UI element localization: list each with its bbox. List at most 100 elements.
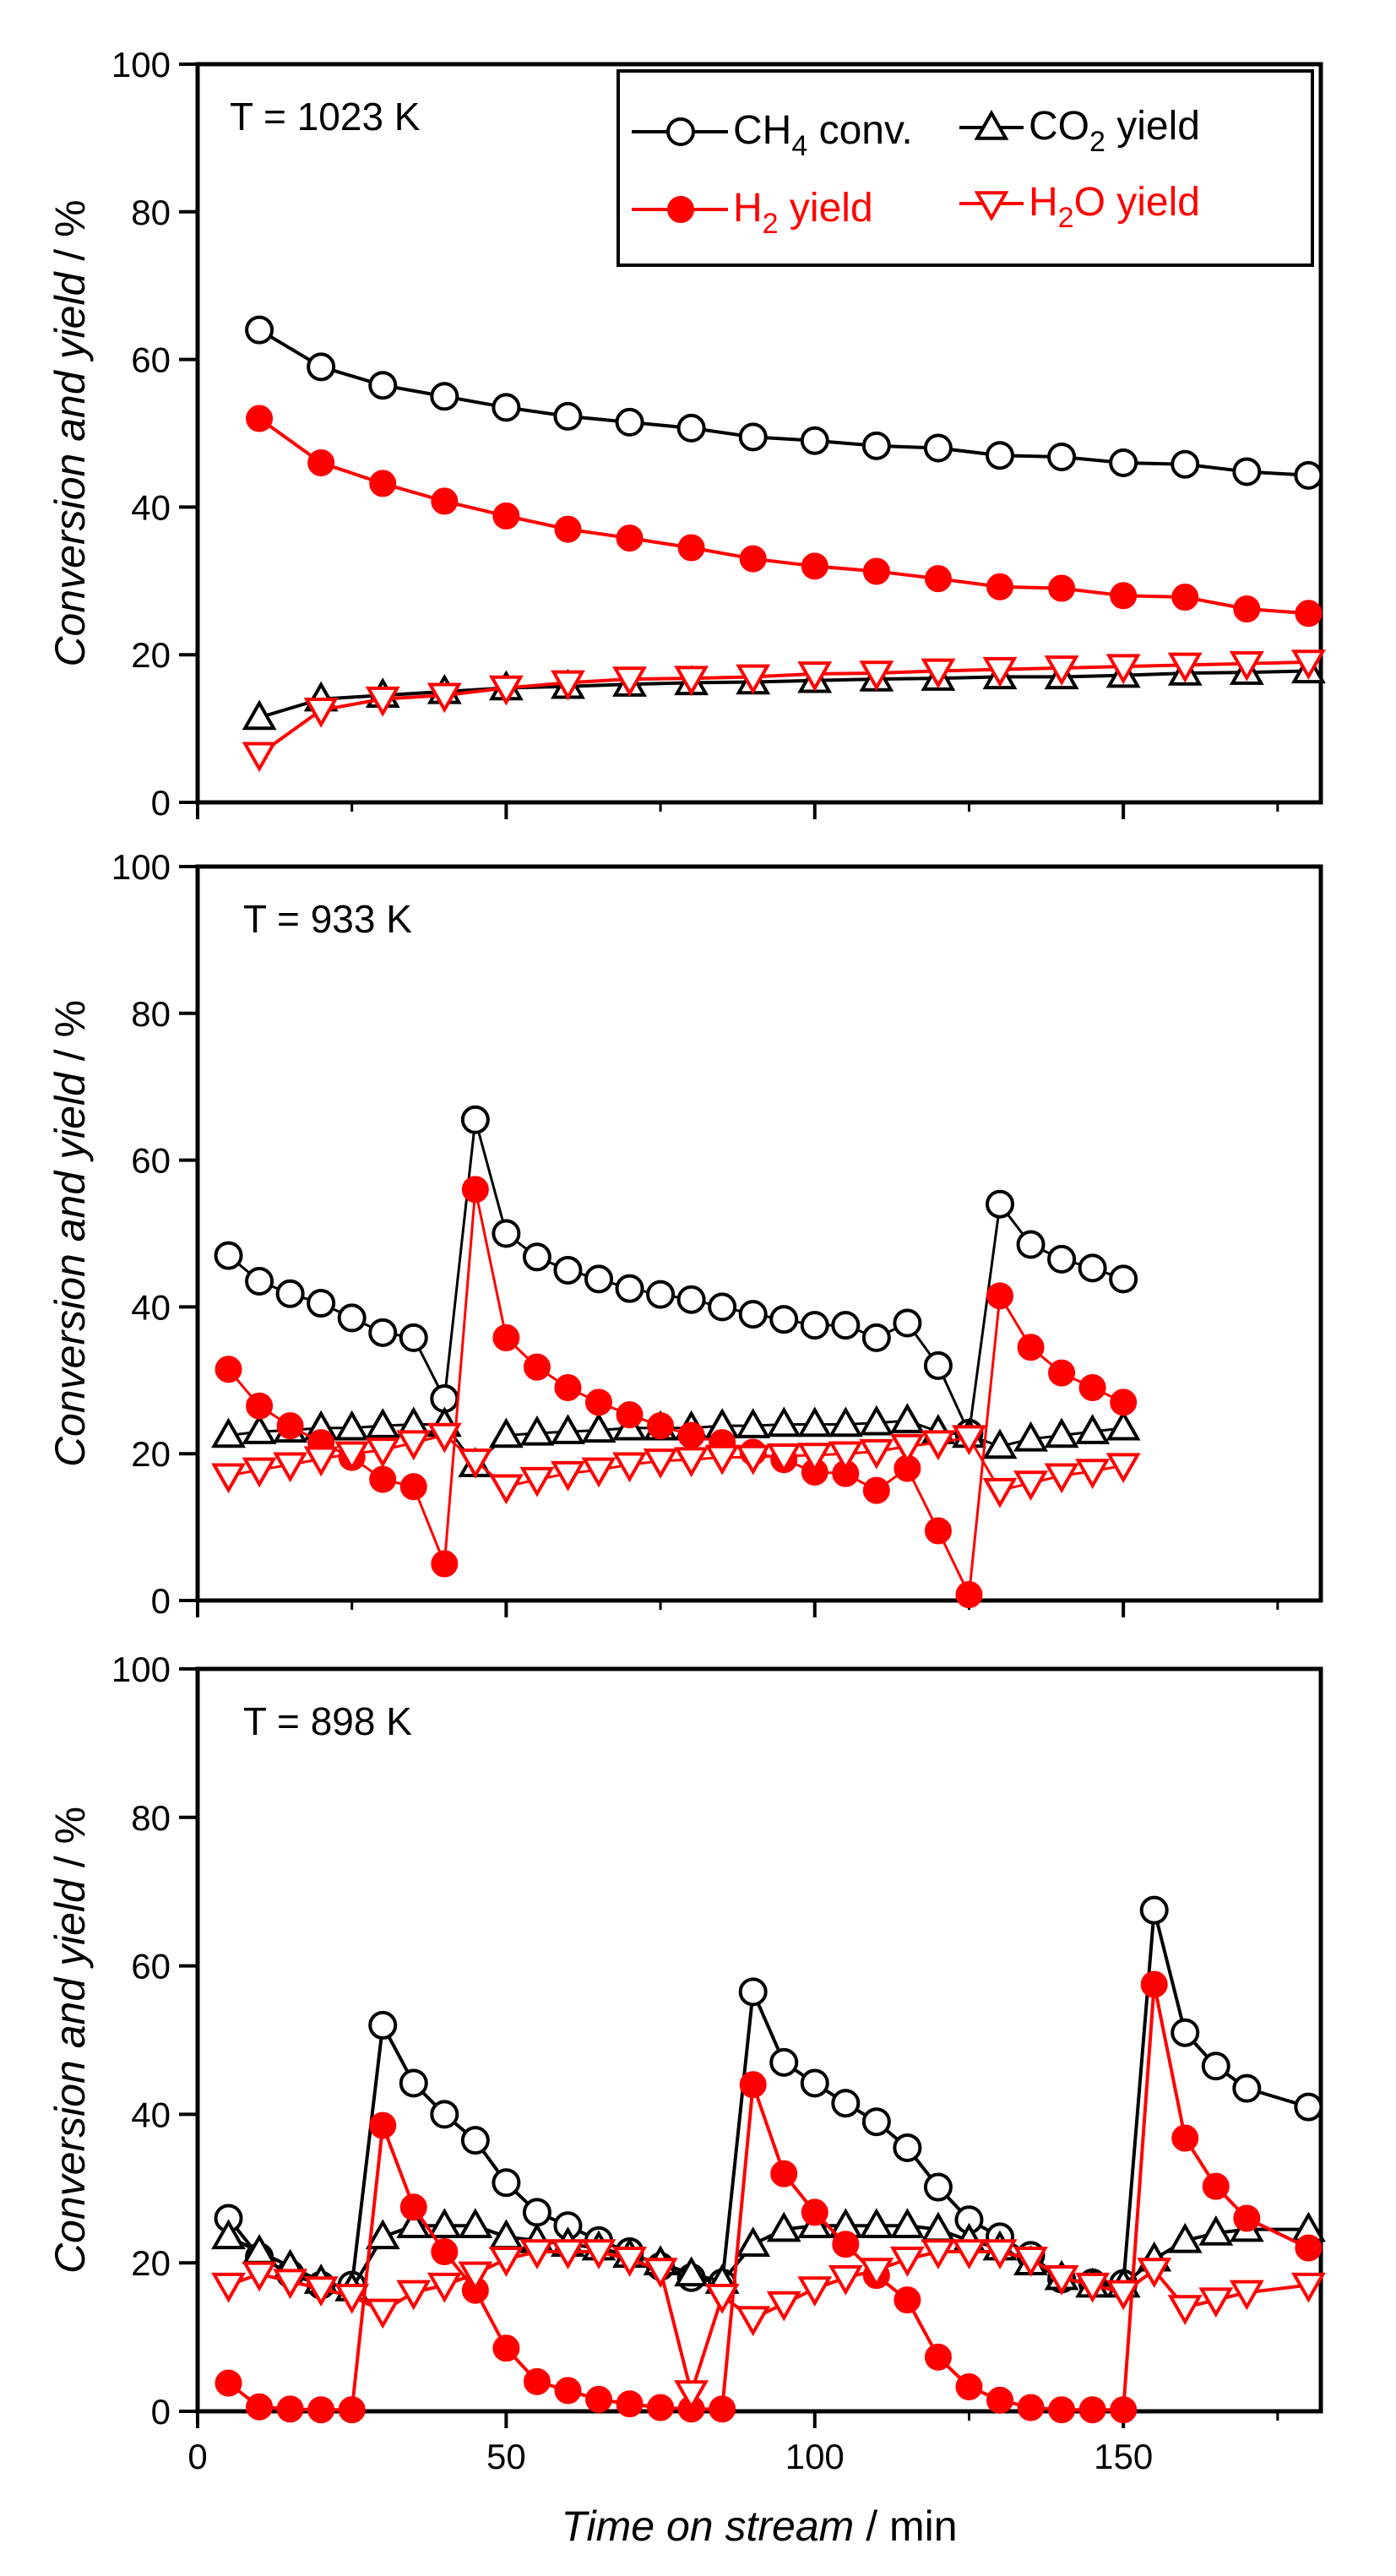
panel-temperature: T = 933 K [243, 897, 412, 941]
data-point [431, 2238, 459, 2266]
data-point [647, 1412, 675, 1440]
y-axis-title-unit: / % [46, 199, 94, 272]
data-point [1109, 1264, 1138, 1294]
data-point [211, 1463, 246, 1494]
data-point [1167, 2295, 1203, 2325]
data-point [276, 2395, 304, 2423]
data-point [612, 666, 647, 698]
data-point [1044, 1463, 1079, 1494]
data-point [1109, 448, 1138, 477]
data-point [273, 2269, 308, 2300]
data-point [584, 1264, 613, 1294]
data-point [553, 1255, 583, 1285]
data-point [488, 2247, 524, 2277]
series-h2o-yield [242, 649, 1326, 773]
data-point [766, 1443, 801, 1474]
data-point [800, 2068, 829, 2098]
data-point [643, 2258, 678, 2289]
data-point [396, 1430, 432, 1461]
data-point [581, 1412, 617, 1443]
data-point [1105, 654, 1141, 685]
x-tick-label: 150 [1094, 2437, 1153, 2476]
series-h2-yield [215, 1176, 1138, 1609]
data-point [986, 1282, 1013, 1310]
legend-label-base: H [733, 186, 763, 231]
data-point [1233, 595, 1261, 623]
data-point [581, 1457, 617, 1488]
series-co2-yield [242, 653, 1326, 731]
data-point [551, 1414, 585, 1444]
data-point [924, 565, 952, 593]
data-point [1013, 1421, 1048, 1452]
plot-frame [195, 62, 1323, 805]
data-point [1171, 449, 1200, 479]
x-tick-label: 50 [486, 2437, 526, 2476]
data-point [460, 1105, 490, 1134]
data-point [862, 1476, 890, 1504]
data-point [676, 413, 706, 443]
data-point [1295, 2234, 1323, 2262]
y-tick-label: 60 [131, 340, 171, 380]
data-point [1044, 655, 1079, 686]
data-point [1294, 460, 1323, 490]
data-point [616, 1401, 644, 1429]
y-tick-label: 0 [151, 2392, 171, 2432]
data-point [738, 1977, 768, 2007]
data-point [1078, 1253, 1107, 1283]
data-point [766, 1406, 801, 1437]
data-point [1140, 1970, 1168, 1998]
legend-label: H2O yield [1029, 180, 1200, 234]
data-point [458, 1448, 493, 1479]
data-point [736, 1444, 771, 1475]
data-point [982, 656, 1018, 687]
data-point [1013, 2247, 1048, 2277]
legend-label: CO2 yield [1029, 104, 1200, 158]
data-point [460, 2126, 490, 2155]
data-point [708, 1292, 737, 1322]
data-point [211, 2219, 246, 2250]
data-point [801, 2198, 828, 2226]
data-point [492, 2334, 520, 2362]
data-point [273, 1452, 308, 1483]
series-h2-yield [246, 405, 1323, 628]
legend-entry-co2-yield: CO2 yield [959, 104, 1200, 158]
y-tick-label: 0 [151, 783, 171, 823]
data-point [215, 2369, 242, 2397]
data-point [430, 382, 459, 411]
y-tick-label: 40 [131, 2095, 171, 2134]
y-axis-title-text: Conversion and yield [46, 1071, 94, 1467]
data-point [211, 2272, 246, 2303]
data-point [859, 1405, 894, 1436]
data-point [739, 545, 767, 573]
y-tick-label: 20 [131, 635, 171, 675]
x-axis-title: Time on stream / min [561, 2503, 957, 2550]
data-point [676, 1285, 706, 1314]
data-point [307, 1289, 336, 1318]
chart-panel-2: 0 20 40 60 80 100 Conversion and yield / % T = … [46, 847, 1323, 1621]
data-point [1110, 2396, 1138, 2424]
data-point [1167, 652, 1203, 683]
y-axis-title-unit: / % [46, 1807, 94, 1879]
data-point [365, 1437, 400, 1468]
data-point [709, 2395, 736, 2423]
data-point [246, 405, 274, 432]
data-point [923, 2172, 953, 2202]
data-point [522, 2198, 551, 2227]
data-point [674, 666, 709, 697]
legend-label-sub: 2 [1058, 202, 1074, 234]
data-point [1290, 2272, 1326, 2303]
data-point [1044, 1417, 1079, 1448]
data-point [334, 1410, 370, 1441]
data-point [307, 448, 335, 476]
data-point [430, 2100, 459, 2129]
data-point [426, 682, 462, 714]
data-point [488, 1474, 524, 1505]
data-point [1232, 2073, 1262, 2103]
chart-panel-3: 0 20 40 60 80 100 0 50 100 150 Conversion and yiel… [46, 1649, 1326, 2476]
data-point [1017, 1334, 1045, 1361]
data-point [553, 401, 583, 431]
legend-entry-h2-yield: H2 yield [632, 186, 873, 240]
data-point [797, 2276, 833, 2307]
data-point [242, 1414, 277, 1444]
data-point [365, 2298, 400, 2329]
